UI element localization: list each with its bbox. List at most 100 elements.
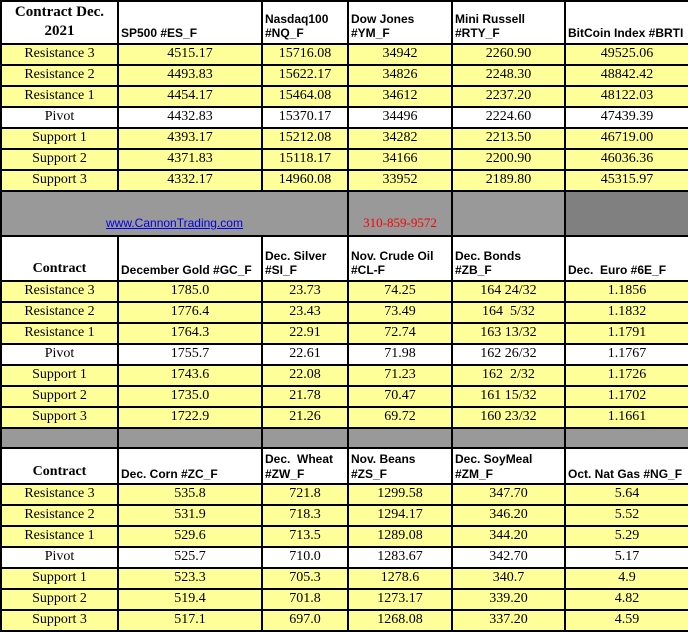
value-cell: 161 15/32 bbox=[451, 384, 566, 408]
table-row: Resistance 3 535.8 721.8 1299.58 347.70 5.64 bbox=[0, 482, 688, 506]
cannontrading-link[interactable]: www.CannonTrading.com bbox=[106, 215, 243, 230]
value-cell: 1743.6 bbox=[117, 363, 263, 387]
separator-cell bbox=[117, 426, 263, 449]
value-cell: 1278.6 bbox=[347, 566, 453, 590]
value-cell: 1.1661 bbox=[564, 405, 688, 429]
banner-row: www.CannonTrading.com 310-859-9572 bbox=[0, 189, 688, 237]
value-cell: 525.7 bbox=[117, 545, 263, 569]
value-cell: 1776.4 bbox=[117, 300, 263, 324]
column-header: Dec. Bonds #ZB_F bbox=[451, 234, 566, 282]
row-label: Support 2 bbox=[0, 587, 119, 611]
column-header: Dec. Silver #SI_F bbox=[261, 234, 349, 282]
value-cell: 69.72 bbox=[347, 405, 453, 429]
table-row: Resistance 1 4454.17 15464.08 34612 2237.20 4… bbox=[0, 84, 688, 108]
value-cell: 34826 bbox=[347, 63, 453, 87]
value-cell: 5.17 bbox=[564, 545, 688, 569]
row-label: Resistance 3 bbox=[0, 279, 119, 303]
corner-header: Contract Dec. 2021 bbox=[0, 0, 119, 45]
value-cell: 46036.36 bbox=[564, 147, 688, 171]
value-cell: 15464.08 bbox=[261, 84, 349, 108]
value-cell: 4493.83 bbox=[117, 63, 263, 87]
value-cell: 697.0 bbox=[261, 608, 349, 632]
value-cell: 73.49 bbox=[347, 300, 453, 324]
value-cell: 718.3 bbox=[261, 503, 349, 527]
value-cell: 535.8 bbox=[117, 482, 263, 506]
value-cell: 1722.9 bbox=[117, 405, 263, 429]
table-row: Support 2 4371.83 15118.17 34166 2200.90 4603… bbox=[0, 147, 688, 171]
value-cell: 34282 bbox=[347, 126, 453, 150]
value-cell: 523.3 bbox=[117, 566, 263, 590]
value-cell: 339.20 bbox=[451, 587, 566, 611]
column-header: December Gold #GC_F bbox=[117, 234, 263, 282]
value-cell: 2200.90 bbox=[451, 147, 566, 171]
value-cell: 4.82 bbox=[564, 587, 688, 611]
value-cell: 2213.50 bbox=[451, 126, 566, 150]
value-cell: 70.47 bbox=[347, 384, 453, 408]
value-cell: 74.25 bbox=[347, 279, 453, 303]
value-cell: 1735.0 bbox=[117, 384, 263, 408]
table-row: Resistance 3 1785.0 23.73 74.25 164 24/32 1.1… bbox=[0, 279, 688, 303]
table-row: Resistance 2 531.9 718.3 1294.17 346.20 5.52 bbox=[0, 503, 688, 527]
row-label: Resistance 2 bbox=[0, 63, 119, 87]
table-row: Resistance 1 529.6 713.5 1289.08 344.20 5.29 bbox=[0, 524, 688, 548]
value-cell: 163 13/32 bbox=[451, 321, 566, 345]
table-row: Support 2 519.4 701.8 1273.17 339.20 4.82 bbox=[0, 587, 688, 611]
table-row: Pivot 1755.7 22.61 71.98 162 26/32 1.1767 bbox=[0, 342, 688, 366]
row-label: Pivot bbox=[0, 105, 119, 129]
value-cell: 1.1832 bbox=[564, 300, 688, 324]
row-label: Support 3 bbox=[0, 405, 119, 429]
value-cell: 160 23/32 bbox=[451, 405, 566, 429]
separator-row bbox=[0, 426, 688, 449]
row-label: Support 1 bbox=[0, 126, 119, 150]
column-header: Dec. SoyMeal #ZM_F bbox=[451, 446, 566, 485]
table-row: Resistance 1 1764.3 22.91 72.74 163 13/32 1.1… bbox=[0, 321, 688, 345]
row-label: Resistance 2 bbox=[0, 503, 119, 527]
value-cell: 14960.08 bbox=[261, 168, 349, 192]
value-cell: 1.1702 bbox=[564, 384, 688, 408]
value-cell: 4332.17 bbox=[117, 168, 263, 192]
table-row: Support 1 4393.17 15212.08 34282 2213.50 4671… bbox=[0, 126, 688, 150]
value-cell: 5.52 bbox=[564, 503, 688, 527]
value-cell: 4.9 bbox=[564, 566, 688, 590]
column-header: BitCoin Index #BRTI bbox=[564, 0, 688, 45]
value-cell: 22.91 bbox=[261, 321, 349, 345]
row-label: Resistance 3 bbox=[0, 482, 119, 506]
separator-cell bbox=[451, 189, 566, 237]
value-cell: 4454.17 bbox=[117, 84, 263, 108]
value-cell: 46719.00 bbox=[564, 126, 688, 150]
row-label: Support 2 bbox=[0, 147, 119, 171]
value-cell: 1289.08 bbox=[347, 524, 453, 548]
phone-cell: 310-859-9572 bbox=[347, 189, 453, 237]
table-row: Support 1 523.3 705.3 1278.6 340.7 4.9 bbox=[0, 566, 688, 590]
value-cell: 1755.7 bbox=[117, 342, 263, 366]
value-cell: 23.43 bbox=[261, 300, 349, 324]
value-cell: 1.1791 bbox=[564, 321, 688, 345]
value-cell: 1785.0 bbox=[117, 279, 263, 303]
header-row-grains-natgas: Contract Dec. Corn #ZC_F Dec. Wheat #ZW_F N… bbox=[0, 446, 688, 485]
separator-cell bbox=[564, 426, 688, 449]
value-cell: 34166 bbox=[347, 147, 453, 171]
column-header: Nov. Beans #ZS_F bbox=[347, 446, 453, 485]
value-cell: 713.5 bbox=[261, 524, 349, 548]
row-label: Resistance 3 bbox=[0, 42, 119, 66]
value-cell: 48842.42 bbox=[564, 63, 688, 87]
value-cell: 162 26/32 bbox=[451, 342, 566, 366]
header-row-metals-energy-financials: Contract December Gold #GC_F Dec. Silver #… bbox=[0, 234, 688, 282]
separator-cell bbox=[451, 426, 566, 449]
column-header: Nasdaq100 #NQ_F bbox=[261, 0, 349, 45]
value-cell: 1273.17 bbox=[347, 587, 453, 611]
value-cell: 4371.83 bbox=[117, 147, 263, 171]
value-cell: 2224.60 bbox=[451, 105, 566, 129]
value-cell: 71.23 bbox=[347, 363, 453, 387]
row-label: Support 2 bbox=[0, 384, 119, 408]
value-cell: 346.20 bbox=[451, 503, 566, 527]
row-label: Support 3 bbox=[0, 168, 119, 192]
row-label: Pivot bbox=[0, 342, 119, 366]
column-header: Oct. Nat Gas #NG_F bbox=[564, 446, 688, 485]
value-cell: 47439.39 bbox=[564, 105, 688, 129]
value-cell: 344.20 bbox=[451, 524, 566, 548]
row-label: Pivot bbox=[0, 545, 119, 569]
table-row: Support 3 1722.9 21.26 69.72 160 23/32 1.1661 bbox=[0, 405, 688, 429]
